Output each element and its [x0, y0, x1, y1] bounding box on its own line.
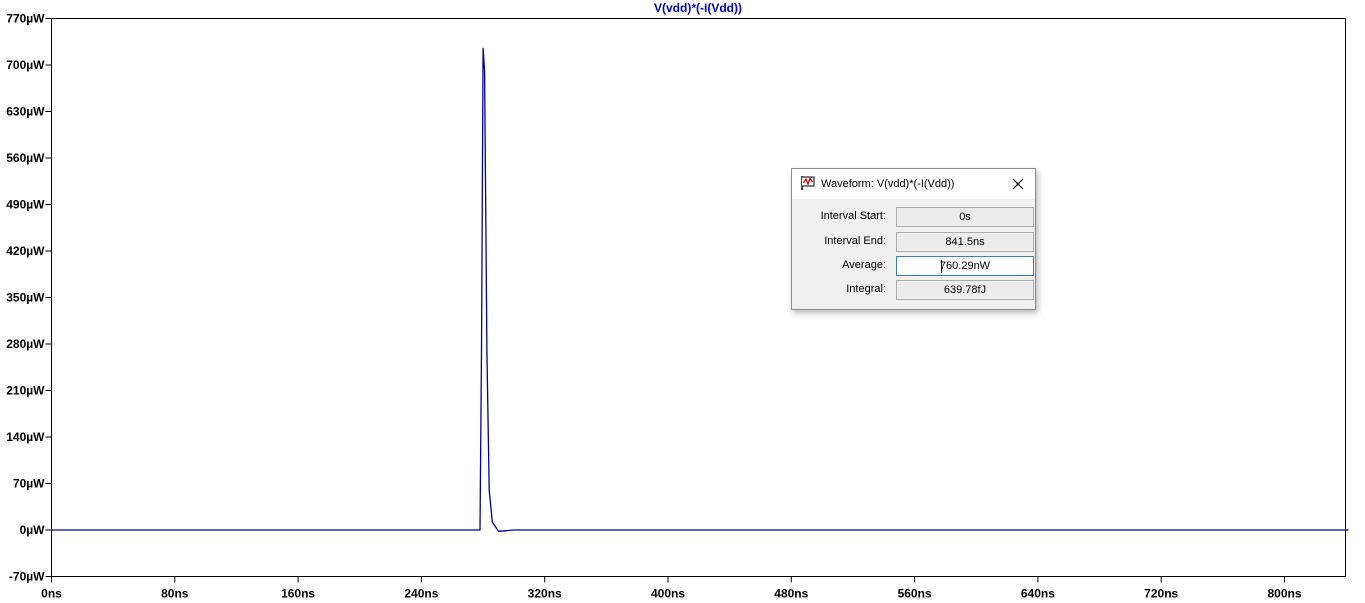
y-tick-label: 210µW	[6, 384, 45, 398]
y-tick-label: 630µW	[6, 105, 45, 119]
x-axis: 0ns 80ns 160ns 240ns 320ns 400ns 480ns 560ns 640…	[41, 576, 1302, 601]
x-tick-label: 480ns	[774, 587, 808, 601]
average-field[interactable]: 760.29nW	[896, 256, 1034, 276]
x-tick-label: 0ns	[41, 587, 62, 601]
y-tick-label: 0µW	[20, 523, 46, 537]
interval-start-field: 0s	[896, 207, 1034, 227]
y-tick-label: 560µW	[6, 151, 45, 165]
series-layer	[51, 47, 1349, 532]
x-tick-label: 400ns	[651, 587, 685, 601]
integral-row: Integral: 639.78fJ	[792, 280, 1035, 300]
y-tick-label: 420µW	[6, 244, 45, 258]
y-tick-label: -70µW	[9, 570, 45, 584]
y-tick-label: 350µW	[6, 291, 45, 305]
interval-start-row: Interval Start: 0s	[792, 207, 1035, 227]
waveform-icon	[800, 175, 816, 191]
integral-label: Integral:	[846, 283, 886, 295]
interval-start-label: Interval Start:	[820, 210, 886, 222]
y-tick-label: 490µW	[6, 198, 45, 212]
x-tick-label: 800ns	[1267, 587, 1301, 601]
trace-title[interactable]: V(vdd)*(-I(Vdd))	[654, 1, 742, 15]
x-tick-label: 80ns	[161, 587, 189, 601]
text-caret	[941, 260, 942, 273]
interval-end-label: Interval End:	[824, 235, 886, 247]
close-icon[interactable]	[1007, 173, 1029, 195]
x-tick-label: 720ns	[1144, 587, 1178, 601]
x-tick-label: 160ns	[281, 587, 315, 601]
x-tick-label: 320ns	[528, 587, 562, 601]
dialog-title: Waveform: V(vdd)*(-I(Vdd))	[821, 178, 955, 190]
power-trace[interactable]	[51, 47, 1349, 532]
y-tick-label: 140µW	[6, 430, 45, 444]
average-row: Average: 760.29nW	[792, 256, 1035, 276]
y-tick-label: 700µW	[6, 58, 45, 72]
plot-frame	[51, 18, 1346, 577]
x-tick-label: 640ns	[1021, 587, 1055, 601]
y-tick-label: 70µW	[13, 477, 45, 491]
average-value: 760.29nW	[939, 260, 991, 272]
x-tick-label: 560ns	[898, 587, 932, 601]
average-label: Average:	[842, 259, 886, 271]
x-tick-label: 240ns	[404, 587, 438, 601]
y-tick-label: 280µW	[6, 337, 45, 351]
y-axis: 770µW 700µW 630µW 560µW 490µW 420µW 350µW 280µW…	[6, 12, 52, 584]
y-tick-label: 770µW	[6, 12, 45, 26]
interval-end-row: Interval End: 841.5ns	[792, 232, 1035, 252]
waveform-dialog[interactable]: Waveform: V(vdd)*(-I(Vdd)) Interval Star…	[791, 168, 1036, 310]
dialog-titlebar[interactable]: Waveform: V(vdd)*(-I(Vdd))	[792, 169, 1035, 199]
interval-end-field: 841.5ns	[896, 232, 1034, 252]
integral-field: 639.78fJ	[896, 280, 1034, 300]
